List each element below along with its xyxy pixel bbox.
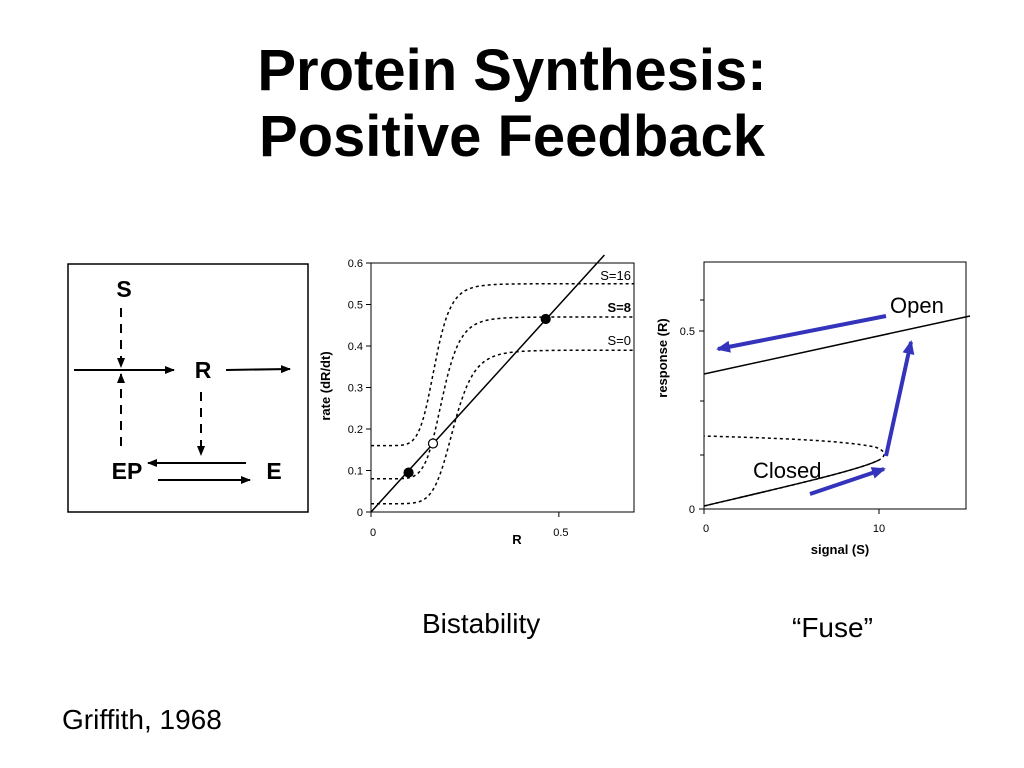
synthesis-curve: [371, 349, 634, 505]
open-branch: [703, 315, 971, 375]
chart1-y-tick-label: 0: [357, 507, 363, 519]
annotation-open: Open: [890, 293, 944, 318]
title-line-1: Protein Synthesis:: [257, 38, 767, 103]
unstable-fixed-point: [427, 438, 439, 449]
chart1-y-tick-label: 0.5: [348, 300, 363, 312]
arrow-degradation: [225, 365, 291, 374]
network-frame: [67, 263, 309, 513]
node-EP: EP: [112, 458, 143, 484]
title-line-2: Positive Feedback: [258, 104, 766, 169]
chart1-x-tick-label: 0: [370, 527, 376, 539]
chart2-y-label: response (R): [655, 318, 670, 397]
arrow-closed-rise: [809, 467, 886, 496]
series-label-S8: S=8: [608, 300, 632, 315]
chart1-x-ticks: 0 0.5: [370, 512, 569, 539]
citation: Griffith, 1968: [62, 704, 222, 735]
chart1-x-tick-label: 0.5: [553, 527, 568, 539]
closed-branch-stable: [703, 459, 880, 507]
chart1-y-tick-label: 0.6: [348, 258, 363, 270]
stable-fixed-point: [540, 313, 551, 325]
chart2-x-tick-label: 0: [703, 523, 709, 535]
chart2-x-label: signal (S): [811, 542, 870, 557]
stable-fixed-point: [403, 467, 414, 478]
chart1-y-tick-label: 0.3: [348, 383, 363, 395]
slide-title: Protein Synthesis: Positive Feedback: [0, 38, 1024, 170]
synthesis-curve: [371, 283, 634, 447]
chart1-y-tick-label: 0.1: [348, 466, 363, 478]
chart1-y-tick-label: 0.2: [348, 424, 363, 436]
caption-fuse: “Fuse”: [792, 612, 873, 643]
arrow-open-return: [716, 314, 887, 353]
chart1-fixed-points: [403, 313, 551, 478]
series-label-S16: S=16: [600, 268, 631, 283]
bistability-chart: 00.10.20.30.40.50.6 0 0.5 R rate (dR/dt) …: [318, 254, 635, 547]
chart1-y-label: rate (dR/dt): [318, 351, 333, 420]
caption-bistability: Bistability: [422, 608, 541, 639]
chart1-y-tick-label: 0.4: [348, 341, 363, 353]
fuse-chart: 0.5 0 0 10 signal (S) response (R) Open …: [655, 261, 971, 557]
node-E: E: [266, 458, 281, 484]
chart2-y-tick-label: 0.5: [680, 326, 695, 338]
annotation-closed: Closed: [753, 458, 821, 483]
synthesis-curve: [371, 316, 634, 480]
node-S: S: [116, 276, 131, 302]
arrow-jump-up: [884, 340, 915, 457]
chart2-y-tick-label: 0: [689, 504, 695, 516]
chart2-x-tick-label: 10: [873, 523, 885, 535]
network-diagram: S R EP E: [67, 263, 309, 513]
node-R: R: [195, 357, 212, 383]
series-label-S0: S=0: [608, 333, 632, 348]
chart2-frame: [703, 261, 967, 510]
chart1-x-label: R: [512, 532, 522, 547]
chart1-y-ticks: 0 0.1 0.2 0.3 0.4 0.5 0.6: [348, 258, 371, 519]
